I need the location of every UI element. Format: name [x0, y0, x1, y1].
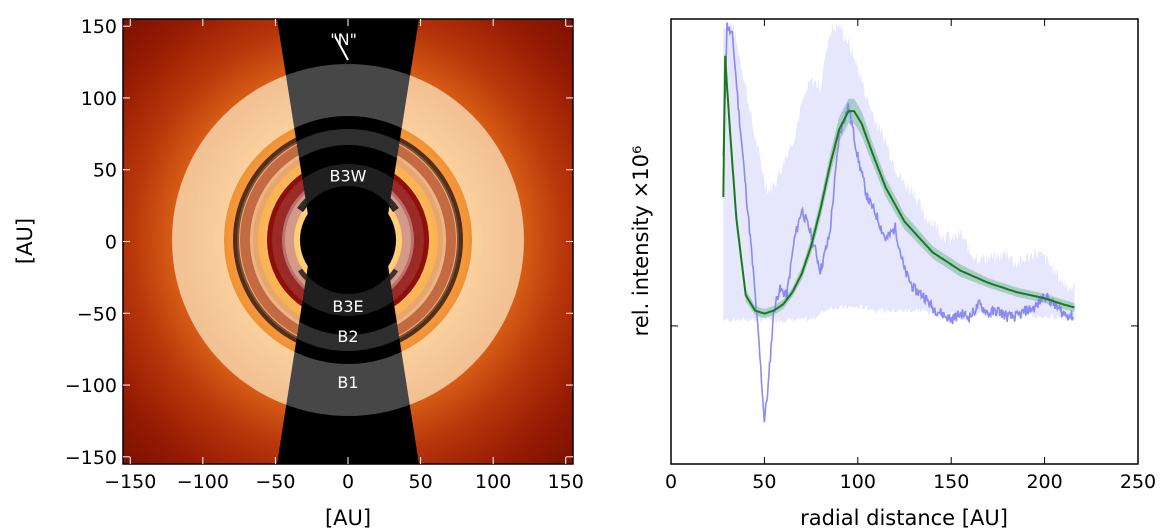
left-x-tick-label: −150	[104, 471, 156, 493]
left-y-tick-label: 150	[81, 16, 117, 38]
region-label: "N"	[330, 30, 357, 49]
left-y-tick-label: −100	[65, 375, 117, 397]
blue-profile-line	[722, 22, 1075, 423]
central-mask	[300, 192, 396, 288]
region-label: B1	[337, 373, 358, 392]
right-x-tick-label: 50	[752, 471, 776, 493]
left-y-tick-label: −150	[65, 447, 117, 469]
left-x-tick-label: 150	[548, 471, 584, 493]
left-ticks: −150 −100 −50 0 50 100 150 −150 −100 −50 0 50 100 150	[65, 16, 584, 493]
right-x-tick-label: 100	[840, 471, 876, 493]
profile-plot	[722, 21, 1075, 423]
left-y-tick-label: 50	[93, 160, 117, 182]
ring-b3-overlay	[272, 164, 424, 316]
right-x-axis-label: radial distance [AU]	[800, 506, 1008, 530]
green-uncertainty-band	[723, 49, 1075, 319]
left-annotations: "N" B3W B3E B2 B1	[330, 30, 367, 392]
left-x-tick-label: 50	[408, 471, 432, 493]
right-x-tick-label: 150	[933, 471, 969, 493]
right-x-tick-label: 200	[1026, 471, 1062, 493]
disk-image-panel	[123, 19, 573, 464]
left-x-axis-label: [AU]	[325, 506, 371, 530]
left-x-tick-label: 0	[342, 471, 354, 493]
ring-b1-overlay	[172, 64, 524, 416]
left-y-tick-label: 0	[105, 232, 117, 254]
left-y-axis-label: [AU]	[13, 218, 37, 264]
right-x-tick-label: 0	[665, 471, 677, 493]
right-x-tick-label: 250	[1120, 471, 1156, 493]
right-axes-frame	[670, 18, 1139, 465]
left-y-tick-label: 100	[81, 88, 117, 110]
ring-b2-overlay	[237, 129, 459, 351]
left-x-tick-label: −50	[255, 471, 295, 493]
left-x-tick-label: 100	[475, 471, 511, 493]
left-x-tick-label: −100	[177, 471, 229, 493]
green-model-line	[722, 55, 1075, 315]
region-label: B2	[337, 327, 358, 346]
north-arrow	[334, 35, 349, 61]
region-label: B3E	[332, 297, 363, 316]
right-ticks: 0 50 100 150 200 250	[665, 19, 1156, 493]
blue-uncertainty-band	[723, 21, 1075, 323]
right-y-axis-label: rel. intensity ×10⁶	[629, 146, 653, 337]
left-y-tick-label: −50	[77, 303, 117, 325]
region-label: B3W	[330, 166, 367, 185]
